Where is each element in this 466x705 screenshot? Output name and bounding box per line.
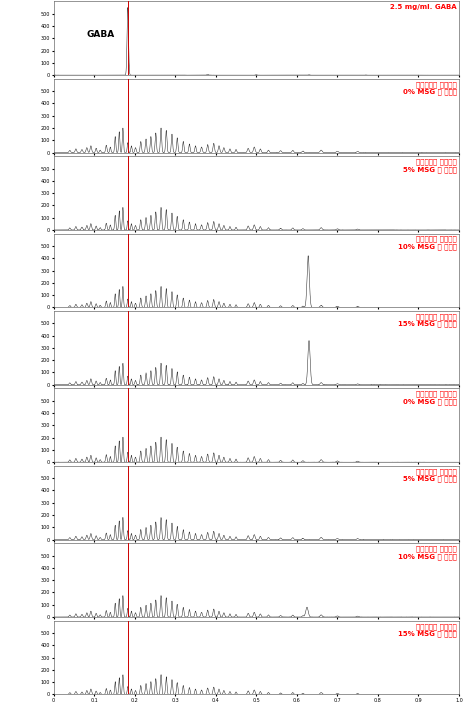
Text: 갈색거저리 열동건조
10% MSG 물 추출물: 갈색거저리 열동건조 10% MSG 물 추출물 <box>398 546 457 560</box>
Text: 갈색거저리 동결건조
10% MSG 물 추출물: 갈색거저리 동결건조 10% MSG 물 추출물 <box>398 236 457 250</box>
Text: 갈색거저리 열동건조
5% MSG 물 추출물: 갈색거저리 열동건조 5% MSG 물 추출물 <box>403 468 457 482</box>
Text: 갈색거저리 동결건조
0% MSG 물 추출물: 갈색거저리 동결건조 0% MSG 물 추출물 <box>403 81 457 95</box>
Text: 갈색거저리 열동건조
15% MSG 물 추출물: 갈색거저리 열동건조 15% MSG 물 추출물 <box>398 623 457 637</box>
Text: 2.5 mg/ml. GABA: 2.5 mg/ml. GABA <box>391 4 457 10</box>
Text: 갈색거저리 열동건조
0% MSG 물 추출물: 갈색거저리 열동건조 0% MSG 물 추출물 <box>403 391 457 405</box>
Text: GABA: GABA <box>86 30 114 39</box>
Text: 갈색거저리 동결건조
15% MSG 물 추출물: 갈색거저리 동결건조 15% MSG 물 추출물 <box>398 313 457 328</box>
Text: 갈색거저리 동결건조
5% MSG 물 추출물: 갈색거저리 동결건조 5% MSG 물 추출물 <box>403 159 457 173</box>
